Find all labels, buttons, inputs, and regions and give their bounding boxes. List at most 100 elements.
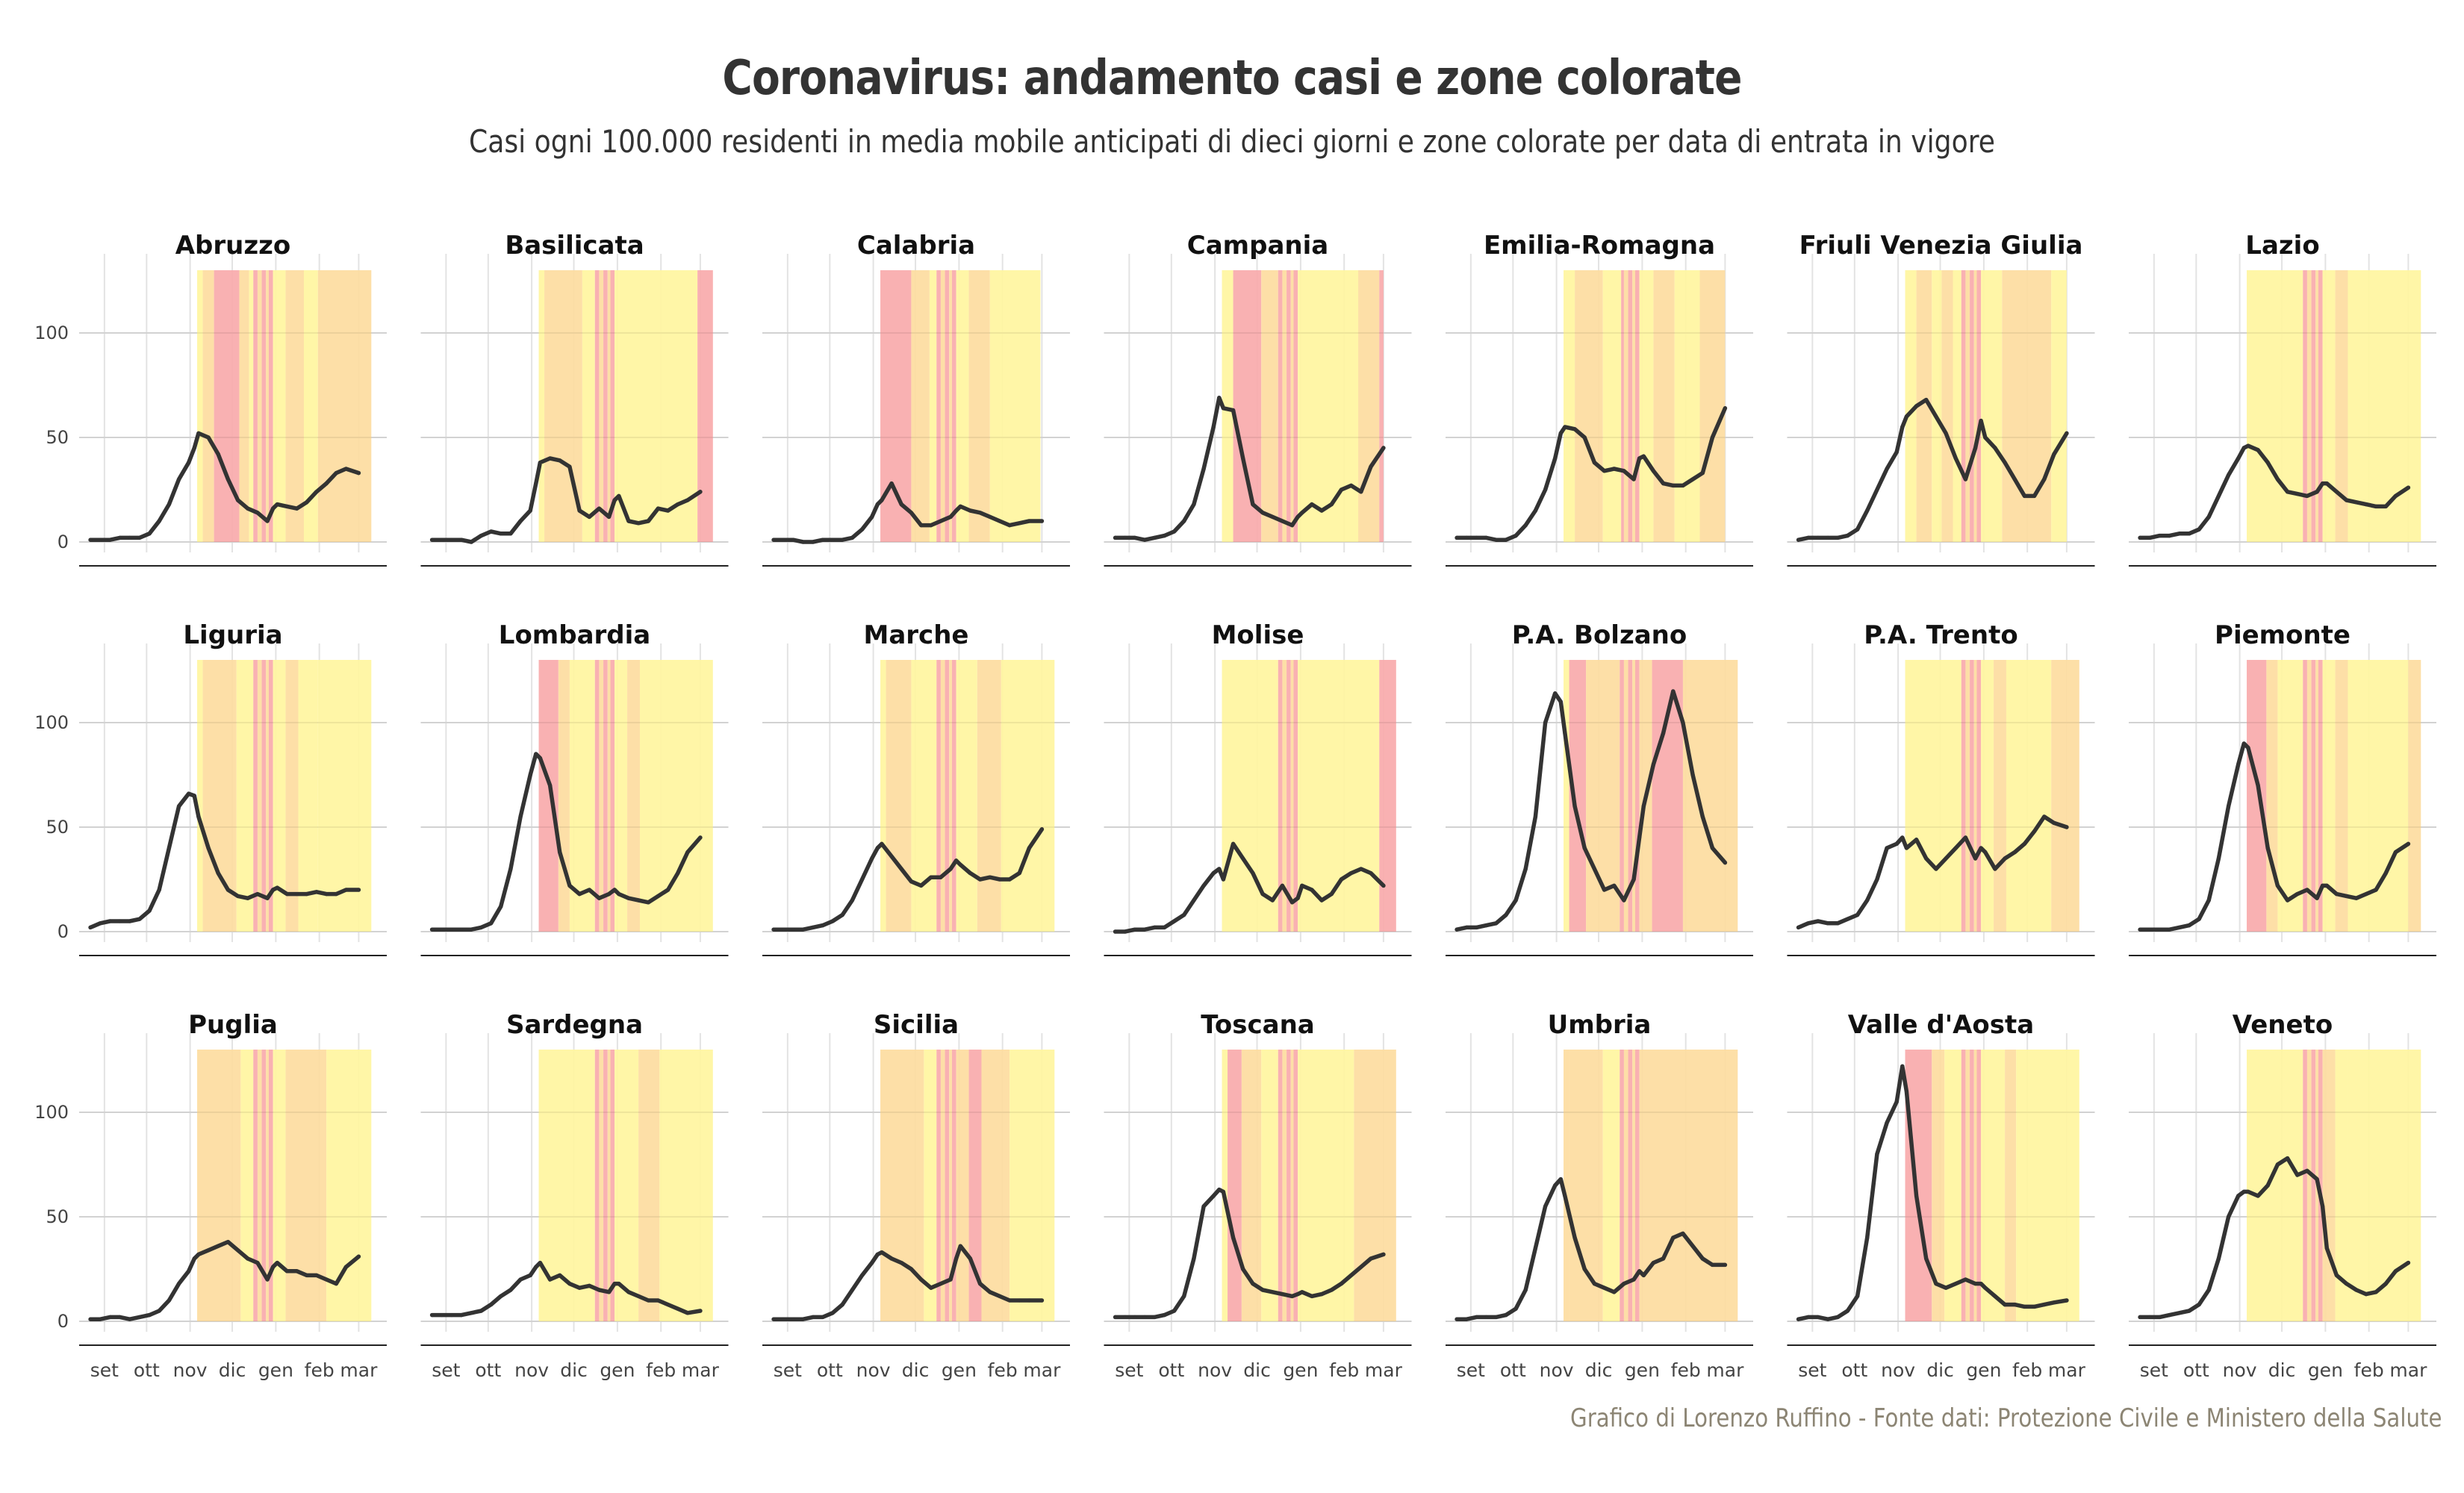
zone-gialla (1222, 660, 1278, 932)
data-point (2241, 446, 2246, 450)
data-point (656, 1298, 661, 1303)
data-point (2147, 535, 2152, 540)
data-point (1845, 534, 1849, 538)
data-point (830, 537, 835, 542)
data-point (791, 927, 795, 932)
data-point (255, 1261, 260, 1265)
data-point (1319, 898, 1324, 903)
x-tick-label: mar (2389, 1359, 2427, 1381)
zone-gialla (1905, 660, 1961, 932)
data-point (225, 1240, 231, 1244)
data-point (1671, 1235, 1676, 1240)
data-point (508, 532, 513, 536)
data-point (1710, 1262, 1715, 1267)
data-point (265, 896, 270, 900)
data-point (840, 537, 844, 542)
data-point (324, 1277, 329, 1282)
data-point (157, 888, 161, 892)
data-point (469, 1311, 473, 1315)
zone-arancione (266, 1050, 269, 1321)
data-point (2138, 927, 2142, 932)
x-tick-label: feb (305, 1359, 335, 1381)
zone-arancione (1965, 270, 1970, 542)
zone-arancione (627, 660, 640, 932)
zone-gialla (1564, 660, 1569, 932)
y-tick-label: 0 (57, 921, 69, 942)
data-point (2197, 917, 2201, 921)
data-point (1381, 446, 1386, 450)
x-tick-label: dic (219, 1359, 246, 1381)
data-point (1211, 1194, 1216, 1198)
data-point (1914, 404, 1919, 408)
data-point (314, 1273, 319, 1277)
panel-veneto: Veneto set ott nov dic gen feb mar (2129, 1010, 2436, 1381)
x-tick-label: nov (1198, 1359, 1232, 1381)
data-point (1339, 487, 1344, 492)
data-point (2157, 1315, 2162, 1319)
data-point (2065, 1298, 2069, 1303)
data-point (2393, 493, 2398, 499)
data-point (1211, 425, 1216, 429)
zone-arancione (1282, 660, 1287, 932)
data-point (117, 535, 122, 540)
data-point (2022, 841, 2027, 846)
x-tick-label: feb (1671, 1359, 1701, 1381)
data-point (800, 927, 806, 932)
zone-arancione (266, 660, 269, 932)
data-point (449, 1313, 454, 1318)
data-point (1543, 487, 1548, 492)
chart-title: Coronavirus: andamento casi e zone color… (722, 51, 1742, 106)
data-point (167, 1298, 172, 1303)
zone-rossa (880, 270, 912, 542)
data-point (2275, 883, 2280, 888)
data-point (2315, 490, 2319, 494)
data-point (1806, 535, 1811, 540)
zone-gialla (1602, 1050, 1620, 1321)
data-point (1681, 483, 1685, 488)
data-point (1553, 691, 1558, 696)
data-point (1295, 1292, 1300, 1297)
data-point (939, 1282, 943, 1286)
data-point (117, 919, 122, 923)
data-point (1217, 1188, 1222, 1192)
zone-arancione (968, 270, 990, 542)
data-point (429, 927, 435, 932)
x-tick-label: feb (2354, 1359, 2384, 1381)
data-point (128, 535, 132, 540)
data-point (1855, 527, 1860, 532)
data-point (2052, 820, 2056, 825)
data-point (2187, 923, 2191, 928)
zone-arancione (2002, 270, 2052, 542)
panel-title: Sicilia (874, 1010, 959, 1040)
zone-rossa (1628, 660, 1633, 932)
zone-rossa (1379, 270, 1384, 542)
data-point (2393, 1269, 2398, 1274)
x-tick-label: dic (1585, 1359, 1613, 1381)
x-tick-label: set (1457, 1359, 1485, 1381)
data-point (1172, 529, 1177, 534)
data-point (284, 1269, 290, 1274)
data-point (1295, 514, 1300, 520)
data-point (2032, 829, 2037, 834)
data-point (98, 921, 102, 926)
zone-gialla (1639, 270, 1654, 542)
panel-lombardia: Lombardia (420, 620, 729, 956)
data-point (929, 1285, 933, 1290)
zone-arancione (1569, 1050, 1603, 1321)
panel-title: Friuli Venezia Giulia (1799, 231, 2083, 261)
zone-rossa (1628, 270, 1633, 542)
data-point (1349, 871, 1354, 876)
data-point (2344, 1282, 2349, 1286)
zone-arancione (1973, 660, 1977, 932)
zone-rossa (1620, 660, 1624, 932)
zone-rossa (1961, 1050, 1966, 1321)
data-point (577, 1285, 582, 1290)
x-tick-label: set (774, 1359, 802, 1381)
zone-arancione (266, 270, 269, 542)
data-point (1464, 925, 1469, 929)
data-point (176, 477, 181, 481)
data-point (2406, 1261, 2410, 1265)
data-point (918, 883, 924, 888)
panel-title: Lazio (2245, 231, 2319, 261)
data-point (2275, 477, 2280, 481)
